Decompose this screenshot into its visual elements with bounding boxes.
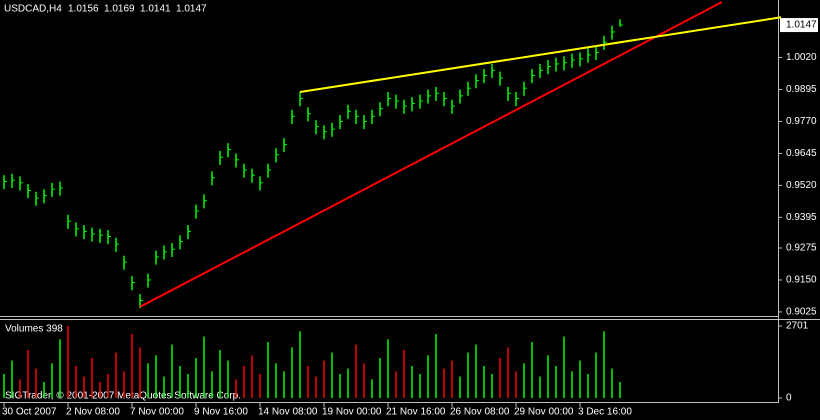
- x-tick-label: 29 Nov 00:00: [514, 407, 574, 418]
- x-tick-label: 2 Nov 08:00: [66, 407, 120, 418]
- header-high: 1.0169: [104, 4, 135, 15]
- current-price-box: [780, 18, 818, 33]
- y-tick-label: 1.0020: [786, 52, 817, 63]
- x-tick-label: 14 Nov 08:00: [258, 407, 318, 418]
- x-tick-label: 21 Nov 16:00: [386, 407, 446, 418]
- y-tick-label: 0.9025: [786, 307, 817, 318]
- x-tick-label: 9 Nov 16:00: [194, 407, 248, 418]
- x-tick-label: 3 Dec 16:00: [578, 407, 632, 418]
- plot: [3, 1, 781, 309]
- trend-line: [299, 16, 781, 94]
- header-close: 1.0147: [176, 4, 207, 15]
- volume-title: Volumes 398: [5, 324, 63, 335]
- volume-tick-label: 2701: [786, 321, 809, 332]
- trend-line: [139, 1, 723, 308]
- x-tick-label: 30 Oct 2007: [2, 407, 57, 418]
- header-open: 1.0156: [68, 4, 99, 15]
- y-tick-label: 0.9275: [786, 243, 817, 254]
- x-tick-label: 26 Nov 08:00: [450, 407, 510, 418]
- y-tick-label: 0.9645: [786, 148, 817, 159]
- watermark: SIGTrader, © 2001-2007 MetaQuotes Softwa…: [5, 391, 241, 402]
- symbol-title: USDCAD,H4: [4, 4, 62, 15]
- y-tick-label: 0.9895: [786, 84, 817, 95]
- x-tick-label: 19 Nov 00:00: [322, 407, 382, 418]
- current-price-label: 1.0147: [786, 20, 817, 31]
- y-tick-label: 0.9150: [786, 275, 817, 286]
- y-tick-label: 0.9770: [786, 116, 817, 127]
- y-tick-label: 0.9520: [786, 180, 817, 191]
- y-tick-label: 0.9395: [786, 212, 817, 223]
- header-low: 1.0141: [140, 4, 171, 15]
- volume-tick-label: 0: [786, 393, 792, 404]
- x-tick-label: 7 Nov 00:00: [130, 407, 184, 418]
- header: USDCAD,H4 1.0156 1.0169 1.0141 1.0147: [4, 4, 207, 15]
